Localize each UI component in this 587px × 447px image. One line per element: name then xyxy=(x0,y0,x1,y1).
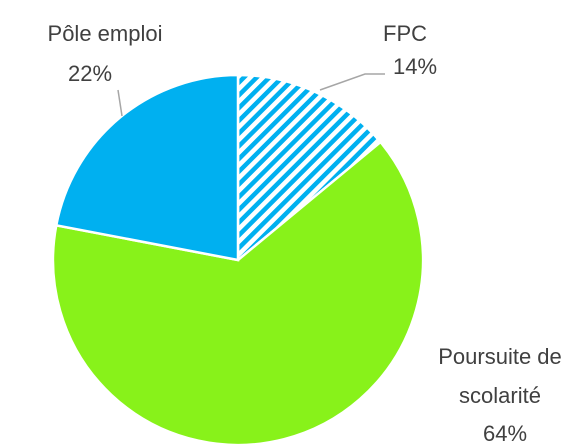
slice-value-label: 22% xyxy=(68,61,112,86)
pie-slice xyxy=(236,73,383,263)
leader-line xyxy=(319,73,385,91)
slice-label: Poursuite de scolarité xyxy=(438,344,562,408)
leader-line xyxy=(117,89,123,117)
slice-label: Pôle emploi xyxy=(48,21,163,46)
slice-value-label: 64% xyxy=(483,421,527,446)
pie-slice xyxy=(51,140,425,447)
slice-value-label: 14% xyxy=(393,54,437,79)
pie-slice xyxy=(54,73,240,262)
slice-label: FPC xyxy=(383,21,427,46)
